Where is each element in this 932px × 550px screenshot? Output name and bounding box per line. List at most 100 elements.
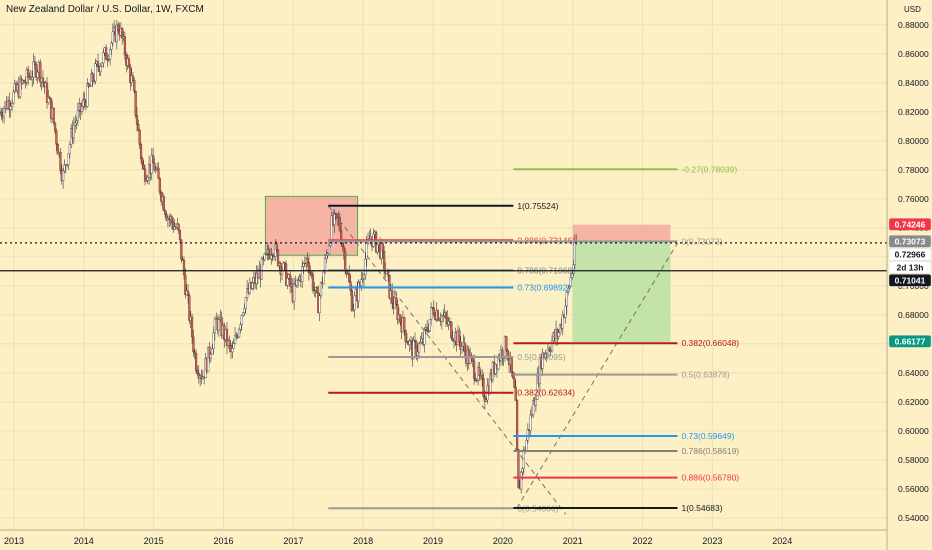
candle-body [67,153,70,165]
candle-body [133,80,136,92]
candle-body [340,230,343,244]
candle-body [315,287,319,293]
candle-body [233,335,237,344]
candle-body [209,354,212,359]
candle-body [207,346,210,372]
candle-body [237,328,241,338]
candle-body [283,262,286,265]
candle-body [297,279,300,281]
candle-body [39,62,42,83]
candle-body [192,336,195,353]
fib-level-label: 1(0.75524) [517,201,558,211]
time-tick-label: 2016 [213,536,233,546]
candle-body [485,399,488,402]
candle-body [501,349,504,359]
candle-body [516,400,519,450]
candle-body [404,330,407,342]
candle-body [146,177,149,181]
candle-body [391,290,394,304]
price-tick-label: 0.64000 [898,368,929,378]
candle-body [134,91,137,116]
fib-levels: -0.27(0.78039) 1(0.75524) 0.886(0.73146) 0(… [328,164,739,513]
price-badge-label: 2d 13h [897,262,924,272]
candle-body [428,318,431,332]
candle-body [409,340,413,343]
candle-body [442,315,445,317]
candle-body [482,378,485,397]
candle-body [55,130,58,145]
candle-body [558,324,562,333]
candle-body [362,274,366,280]
candle-body [458,330,461,343]
price-tick-label: 0.58000 [898,455,929,465]
candle-body [52,107,55,124]
time-tick-label: 2013 [4,536,24,546]
candle-body [255,272,258,284]
candle-body [550,340,554,351]
candle-body [538,357,542,384]
candle-body [450,321,453,339]
candle-body [383,250,386,271]
candle-body [544,354,547,359]
candle-body [275,243,278,250]
candle-body [270,254,273,260]
candle-body [529,414,532,431]
price-badge [888,335,932,348]
candle-body [323,258,327,273]
candle-body [8,100,11,110]
candle-body [92,80,96,82]
candle-body [541,352,544,369]
candle-body [131,75,135,81]
candle-body [129,66,132,83]
candles [0,19,578,494]
candle-body [80,105,84,112]
candle-body [263,253,266,260]
candle-body [289,274,292,287]
horizontal-lines [0,242,887,272]
candle-body [62,170,65,181]
fib-level-label: 0.886(0.56780) [681,473,739,483]
candle-body [194,353,198,371]
candle-body [459,341,462,350]
candle-body [244,297,247,309]
candle-body [172,222,175,230]
time-tick-label: 2019 [423,536,443,546]
candle-body [419,341,422,344]
candle-body [413,340,417,343]
candle-body [83,99,86,103]
candle-body [267,249,270,255]
candle-body [145,179,148,182]
candle-body [110,42,113,50]
price-badge [888,261,932,274]
plot-background [0,0,887,530]
candle-body [520,471,523,490]
candle-body [364,258,367,276]
candle-body [123,36,127,56]
candle-body [525,440,528,452]
candle-body [27,69,30,78]
time-tick-label: 2014 [74,536,94,546]
candle-body [231,348,234,353]
candle-body [154,169,157,172]
candle-body [360,279,363,286]
trend-line [327,205,567,515]
candle-body [102,52,105,64]
candle-body [310,272,313,275]
candle-body [152,155,155,164]
candle-body [59,151,62,171]
candle-body [177,223,180,231]
candle-body [506,350,509,360]
candle-body [381,243,384,252]
candle-body [568,286,571,289]
candle-body [193,351,196,354]
price-badge-label: 0.71041 [895,275,926,285]
candle-body [481,375,484,379]
price-tick-label: 0.68000 [898,310,929,320]
candle-body [474,378,477,381]
candle-body [196,370,199,374]
candle-body [157,167,160,179]
candle-body [405,341,409,343]
candle-body [352,309,355,312]
candle-body [573,242,576,265]
